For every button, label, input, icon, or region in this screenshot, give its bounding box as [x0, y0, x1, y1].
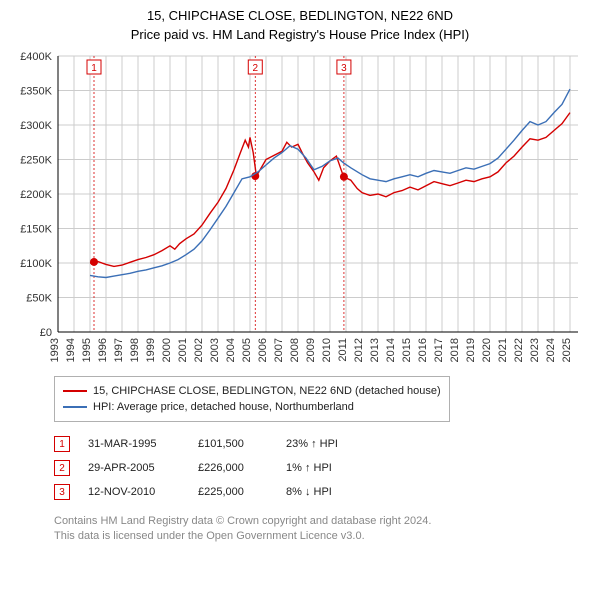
x-tick-label: 2014 [385, 338, 397, 362]
x-tick-label: 2013 [369, 338, 381, 362]
legend-label: HPI: Average price, detached house, Nort… [93, 401, 354, 413]
chart-title: 15, CHIPCHASE CLOSE, BEDLINGTON, NE22 6N… [10, 8, 590, 23]
sale-price: £101,500 [198, 438, 268, 450]
sale-marker: 2 [54, 460, 70, 476]
y-tick-label: £400K [20, 51, 52, 63]
x-tick-label: 1994 [65, 338, 77, 362]
x-tick-label: 1993 [49, 338, 61, 362]
footnote: Contains HM Land Registry data © Crown c… [54, 514, 590, 544]
legend-swatch [63, 406, 87, 408]
x-tick-label: 1997 [113, 338, 125, 362]
x-tick-label: 2006 [257, 338, 269, 362]
sale-marker: 3 [54, 484, 70, 500]
y-tick-label: £300K [20, 120, 52, 132]
sale-row: 1 31-MAR-1995 £101,500 23% ↑ HPI [54, 432, 590, 456]
title-block: 15, CHIPCHASE CLOSE, BEDLINGTON, NE22 6N… [10, 8, 590, 42]
x-tick-label: 1999 [145, 338, 157, 362]
y-tick-label: £50K [26, 293, 52, 305]
x-tick-label: 2012 [353, 338, 365, 362]
line-chart: £0 £50K £100K £150K £200K £250K £300K £350K £400… [10, 50, 590, 370]
x-tick-label: 2017 [433, 338, 445, 362]
x-tick-label: 2010 [321, 338, 333, 362]
x-tick-label: 2022 [513, 338, 525, 362]
x-tick-label: 2003 [209, 338, 221, 362]
sale-delta: 23% ↑ HPI [286, 438, 338, 450]
footnote-line: Contains HM Land Registry data © Crown c… [54, 514, 590, 529]
sales-table: 1 31-MAR-1995 £101,500 23% ↑ HPI 2 29-APR-200… [54, 432, 590, 504]
x-tick-label: 2004 [225, 338, 237, 362]
chart-container: 15, CHIPCHASE CLOSE, BEDLINGTON, NE22 6N… [0, 0, 600, 554]
sale-row: 3 12-NOV-2010 £225,000 8% ↓ HPI [54, 480, 590, 504]
chart-area: £0 £50K £100K £150K £200K £250K £300K £350K £400… [10, 50, 590, 370]
x-tick-label: 2024 [545, 338, 557, 362]
legend-label: 15, CHIPCHASE CLOSE, BEDLINGTON, NE22 6N… [93, 385, 441, 397]
y-tick-label: £350K [20, 86, 52, 98]
x-tick-label: 2005 [241, 338, 253, 362]
x-tick-label: 2007 [273, 338, 285, 362]
sale-price: £225,000 [198, 486, 268, 498]
x-tick-label: 1995 [81, 338, 93, 362]
legend-swatch [63, 390, 87, 392]
y-tick-label: £0 [40, 327, 52, 339]
x-tick-label: 2021 [497, 338, 509, 362]
x-tick-label: 2016 [417, 338, 429, 362]
x-tick-label: 2023 [529, 338, 541, 362]
legend-item: HPI: Average price, detached house, Nort… [63, 399, 441, 415]
sale-price: £226,000 [198, 462, 268, 474]
y-tick-label: £150K [20, 224, 52, 236]
y-tick-label: £100K [20, 258, 52, 270]
x-tick-label: 2011 [337, 338, 349, 362]
x-tick-label: 2018 [449, 338, 461, 362]
sale-date: 31-MAR-1995 [88, 438, 180, 450]
x-tick-label: 2002 [193, 338, 205, 362]
y-tick-label: £200K [20, 189, 52, 201]
legend-item: 15, CHIPCHASE CLOSE, BEDLINGTON, NE22 6N… [63, 383, 441, 399]
chart-subtitle: Price paid vs. HM Land Registry's House … [10, 27, 590, 42]
sale-delta: 8% ↓ HPI [286, 486, 332, 498]
x-tick-label: 2015 [401, 338, 413, 362]
svg-text:3: 3 [341, 63, 347, 74]
x-tick-label: 2025 [561, 338, 573, 362]
sale-delta: 1% ↑ HPI [286, 462, 332, 474]
x-tick-label: 2020 [481, 338, 493, 362]
x-tick-label: 2000 [161, 338, 173, 362]
svg-text:1: 1 [91, 63, 97, 74]
sale-date: 29-APR-2005 [88, 462, 180, 474]
x-tick-label: 1996 [97, 338, 109, 362]
sale-row: 2 29-APR-2005 £226,000 1% ↑ HPI [54, 456, 590, 480]
footnote-line: This data is licensed under the Open Gov… [54, 529, 590, 544]
x-tick-label: 2008 [289, 338, 301, 362]
x-tick-label: 2019 [465, 338, 477, 362]
svg-text:2: 2 [252, 63, 258, 74]
y-tick-label: £250K [20, 155, 52, 167]
x-tick-label: 2001 [177, 338, 189, 362]
x-tick-label: 1998 [129, 338, 141, 362]
legend: 15, CHIPCHASE CLOSE, BEDLINGTON, NE22 6N… [54, 376, 450, 422]
x-tick-label: 2009 [305, 338, 317, 362]
sale-date: 12-NOV-2010 [88, 486, 180, 498]
sale-marker: 1 [54, 436, 70, 452]
